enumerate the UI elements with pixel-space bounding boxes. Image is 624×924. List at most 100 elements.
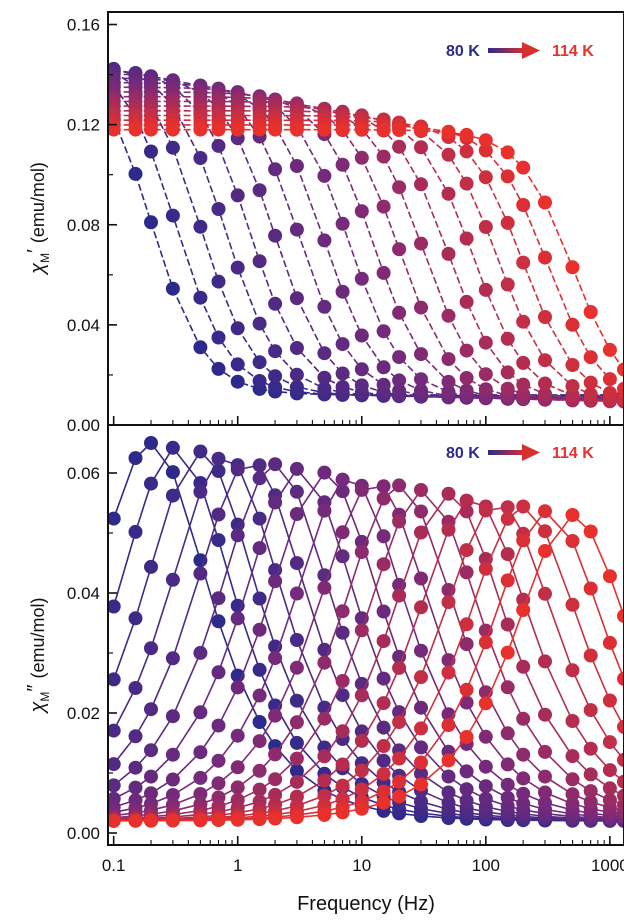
chi-prime-point bbox=[565, 358, 580, 372]
chi-prime-point bbox=[317, 299, 332, 314]
chi-prime-point bbox=[335, 380, 350, 394]
chi-double-prime-point bbox=[128, 524, 143, 539]
chi-double-prime-point bbox=[441, 486, 456, 501]
chi-double-prime-point bbox=[376, 479, 391, 494]
chi-double-prime-point bbox=[516, 533, 531, 548]
chi-prime-point bbox=[478, 382, 493, 397]
chi-double-prime-point bbox=[252, 763, 267, 778]
chi-double-prime-point bbox=[478, 635, 493, 650]
chi-double-prime-point bbox=[289, 461, 304, 476]
chi-double-prime-point bbox=[500, 573, 515, 588]
chi-double-prime-point bbox=[376, 753, 391, 768]
legend-start-label: 80 K bbox=[446, 43, 480, 60]
y-tick-label: 0.00 bbox=[67, 824, 100, 843]
chi-double-prime-point bbox=[211, 533, 226, 548]
chi-double-prime-point bbox=[565, 796, 580, 811]
chi-prime-point bbox=[144, 215, 158, 230]
chi-double-prime-point bbox=[144, 641, 158, 656]
chi-prime-point bbox=[252, 183, 267, 198]
chi-double-prime-point bbox=[617, 752, 624, 767]
chi-prime-point bbox=[441, 147, 456, 162]
chi-prime-point bbox=[165, 122, 180, 137]
chi-double-prime-point bbox=[392, 660, 407, 675]
chi-prime-point bbox=[211, 202, 226, 216]
chi-double-prime-point bbox=[459, 730, 474, 744]
chi-prime-line bbox=[113, 68, 624, 398]
chi-prime-point bbox=[516, 255, 531, 270]
chi-prime-point bbox=[211, 361, 226, 376]
chi-prime-point bbox=[376, 377, 391, 392]
y-tick-label: 0.16 bbox=[67, 16, 100, 35]
chi-double-prime-point bbox=[414, 740, 428, 755]
chi-double-prime-point bbox=[392, 478, 407, 493]
chi-double-prime-point bbox=[289, 774, 304, 789]
chi-double-prime-point bbox=[459, 695, 474, 710]
x-tick-label: 100 bbox=[472, 856, 500, 875]
chi-prime-line bbox=[113, 119, 624, 399]
chi-double-prime-point bbox=[354, 482, 369, 497]
chi-double-prime-point bbox=[289, 633, 304, 647]
chi-double-prime-point bbox=[617, 719, 624, 734]
chi-prime-point bbox=[317, 346, 332, 361]
chi-prime-point bbox=[289, 291, 304, 306]
chi-double-prime-point bbox=[144, 559, 158, 574]
chi-prime-point bbox=[165, 140, 180, 155]
x-tick-label: 1000 bbox=[591, 856, 624, 875]
chi-double-prime-point bbox=[268, 787, 283, 802]
chi-double-prime-point bbox=[252, 715, 267, 729]
chi-double-prime-point bbox=[354, 545, 369, 559]
chi-prime-point bbox=[354, 122, 369, 137]
chi-double-prime-point bbox=[165, 440, 180, 455]
x-axis-label: Frequency (Hz) bbox=[297, 893, 435, 915]
chi-prime-point bbox=[335, 366, 350, 381]
x-tick-label: 10 bbox=[352, 856, 371, 875]
chi-double-prime-point bbox=[516, 603, 531, 617]
chi-prime-point bbox=[538, 376, 552, 391]
legend-arrow-shaft bbox=[488, 450, 528, 455]
chi-prime-point bbox=[583, 350, 598, 365]
chi-prime-point bbox=[144, 122, 158, 137]
chi-prime-point bbox=[414, 300, 428, 315]
chi-double-prime-point bbox=[289, 810, 304, 825]
chi-prime-point bbox=[289, 222, 304, 237]
chi-double-prime-panel: 0.00 0.02 0.04 0.06 0.1 1 10 100 1000 80 K 114 K bbox=[67, 424, 624, 875]
x-tick-label: 0.1 bbox=[102, 856, 126, 875]
chi-double-prime-point bbox=[583, 767, 598, 782]
chi-prime-point bbox=[459, 383, 474, 398]
chi-double-prime-point bbox=[128, 681, 143, 695]
chi-double-prime-point bbox=[376, 671, 391, 686]
legend-arrow-head-icon bbox=[522, 42, 540, 59]
chi-prime-point bbox=[500, 215, 515, 230]
chi-prime-point bbox=[354, 150, 369, 165]
chi-prime-point bbox=[538, 195, 552, 210]
chi-prime-point bbox=[441, 352, 456, 367]
chi-prime-point bbox=[478, 220, 493, 234]
chi-prime-point bbox=[193, 219, 208, 234]
chi-double-prime-point bbox=[602, 635, 617, 650]
chi-double-prime-point bbox=[478, 503, 493, 518]
chi-double-prime-point bbox=[230, 812, 245, 827]
chi-double-prime-point bbox=[193, 705, 208, 720]
legend-top: 80 K 114 K bbox=[446, 42, 594, 60]
chi-double-prime-point bbox=[268, 708, 283, 723]
chi-double-prime-point bbox=[144, 436, 158, 450]
chi-double-prime-point bbox=[289, 715, 304, 730]
chi-prime-point bbox=[414, 236, 428, 251]
chi-double-prime-point bbox=[617, 774, 624, 789]
chi-double-prime-point bbox=[335, 604, 350, 619]
chi-prime-point bbox=[478, 335, 493, 350]
chi-double-prime-point bbox=[268, 563, 283, 578]
chi-prime-point bbox=[193, 151, 208, 165]
chi-prime-point bbox=[441, 385, 456, 399]
chi-double-prime-point bbox=[252, 471, 267, 486]
chi-double-prime-point bbox=[538, 744, 552, 759]
chi-prime-point bbox=[414, 347, 428, 362]
chi-double-prime-point bbox=[230, 528, 245, 543]
chi-prime-point bbox=[441, 308, 456, 323]
chi-prime-point bbox=[414, 372, 428, 387]
chi-double-prime-point bbox=[211, 591, 226, 606]
chi-double-prime-series-18 bbox=[108, 508, 624, 828]
chi-prime-point bbox=[252, 355, 267, 370]
chi-double-prime-point bbox=[459, 682, 474, 697]
chi-double-prime-point bbox=[108, 672, 121, 687]
